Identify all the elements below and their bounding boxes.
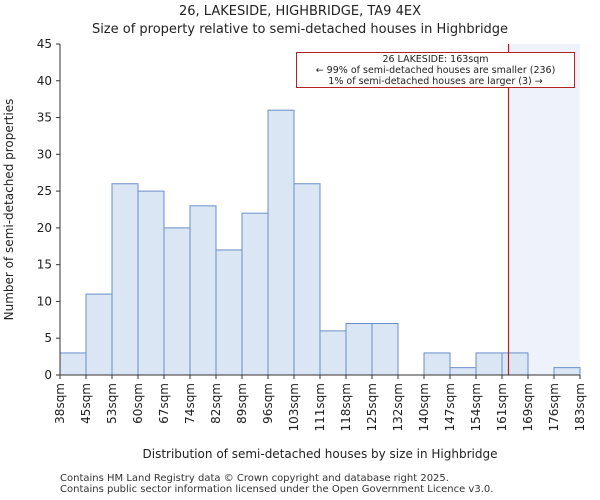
bar-82sqm	[215, 249, 243, 376]
bar-176sqm	[553, 367, 581, 376]
bar-161sqm	[501, 352, 529, 376]
x-tick-label: 147sqm	[443, 383, 457, 431]
bar-111sqm	[319, 330, 347, 376]
x-tick-label: 60sqm	[131, 383, 145, 424]
x-tick-label: 176sqm	[547, 383, 561, 431]
y-tick-label: 35	[37, 111, 52, 125]
y-tick-label: 25	[37, 184, 52, 198]
bar-67sqm	[163, 227, 191, 376]
bar-60sqm	[137, 190, 165, 376]
y-tick-label: 15	[37, 258, 52, 272]
y-tick-label: 20	[37, 221, 52, 235]
x-tick-label: 140sqm	[417, 383, 431, 431]
bar-118sqm	[345, 323, 373, 376]
x-tick-label: 89sqm	[235, 383, 249, 424]
x-tick-label: 111sqm	[313, 383, 327, 431]
x-tick-label: 169sqm	[521, 383, 535, 431]
x-tick-label: 132sqm	[391, 383, 405, 431]
bar-147sqm	[449, 367, 477, 376]
x-tick-label: 74sqm	[183, 383, 197, 424]
bar-154sqm	[475, 352, 503, 376]
chart-title: Size of property relative to semi-detach…	[91, 22, 509, 37]
bar-38sqm	[59, 352, 87, 376]
annotation-larger: 1% of semi-detached houses are larger (3…	[328, 76, 543, 87]
x-tick-label: 38sqm	[53, 383, 67, 424]
x-tick-label: 154sqm	[469, 383, 483, 431]
property-annotation-box: 26 LAKESIDE: 163sqm ← 99% of semi-detach…	[296, 52, 575, 88]
y-tick-label: 40	[37, 74, 52, 88]
bar-96sqm	[267, 109, 295, 376]
x-tick-label: 125sqm	[365, 383, 379, 431]
footer-copyright: Contains HM Land Registry data © Crown c…	[60, 473, 449, 484]
x-tick-label: 118sqm	[339, 383, 353, 431]
chart-title-address: 26, LAKESIDE, HIGHBRIDGE, TA9 4EX	[179, 4, 421, 19]
x-tick-label: 96sqm	[261, 383, 275, 424]
x-tick-label: 82sqm	[209, 383, 223, 424]
bar-125sqm	[371, 323, 399, 376]
x-tick-label: 161sqm	[495, 383, 509, 431]
x-tick-label: 53sqm	[105, 383, 119, 424]
x-axis-label: Distribution of semi-detached houses by …	[143, 447, 498, 461]
y-tick-label: 0	[44, 368, 52, 382]
y-tick-label: 5	[44, 331, 52, 345]
bar-103sqm	[293, 183, 321, 376]
above-property-shade	[508, 44, 580, 375]
x-tick-label: 67sqm	[157, 383, 171, 424]
y-tick-label: 10	[37, 294, 52, 308]
footer-licence: Contains public sector information licen…	[60, 484, 494, 495]
y-tick-label: 45	[37, 37, 52, 51]
x-tick-label: 103sqm	[287, 383, 301, 431]
bar-89sqm	[241, 212, 269, 376]
bar-74sqm	[189, 205, 217, 376]
x-tick-label: 45sqm	[79, 383, 93, 424]
y-axis-label: Number of semi-detached properties	[2, 99, 16, 321]
bar-53sqm	[111, 183, 139, 376]
x-tick-label: 183sqm	[573, 383, 587, 431]
bar-45sqm	[85, 293, 113, 376]
y-tick-label: 30	[37, 147, 52, 161]
annotation-title: 26 LAKESIDE: 163sqm	[382, 54, 489, 65]
annotation-smaller: ← 99% of semi-detached houses are smalle…	[315, 65, 556, 76]
bar-140sqm	[423, 352, 451, 376]
